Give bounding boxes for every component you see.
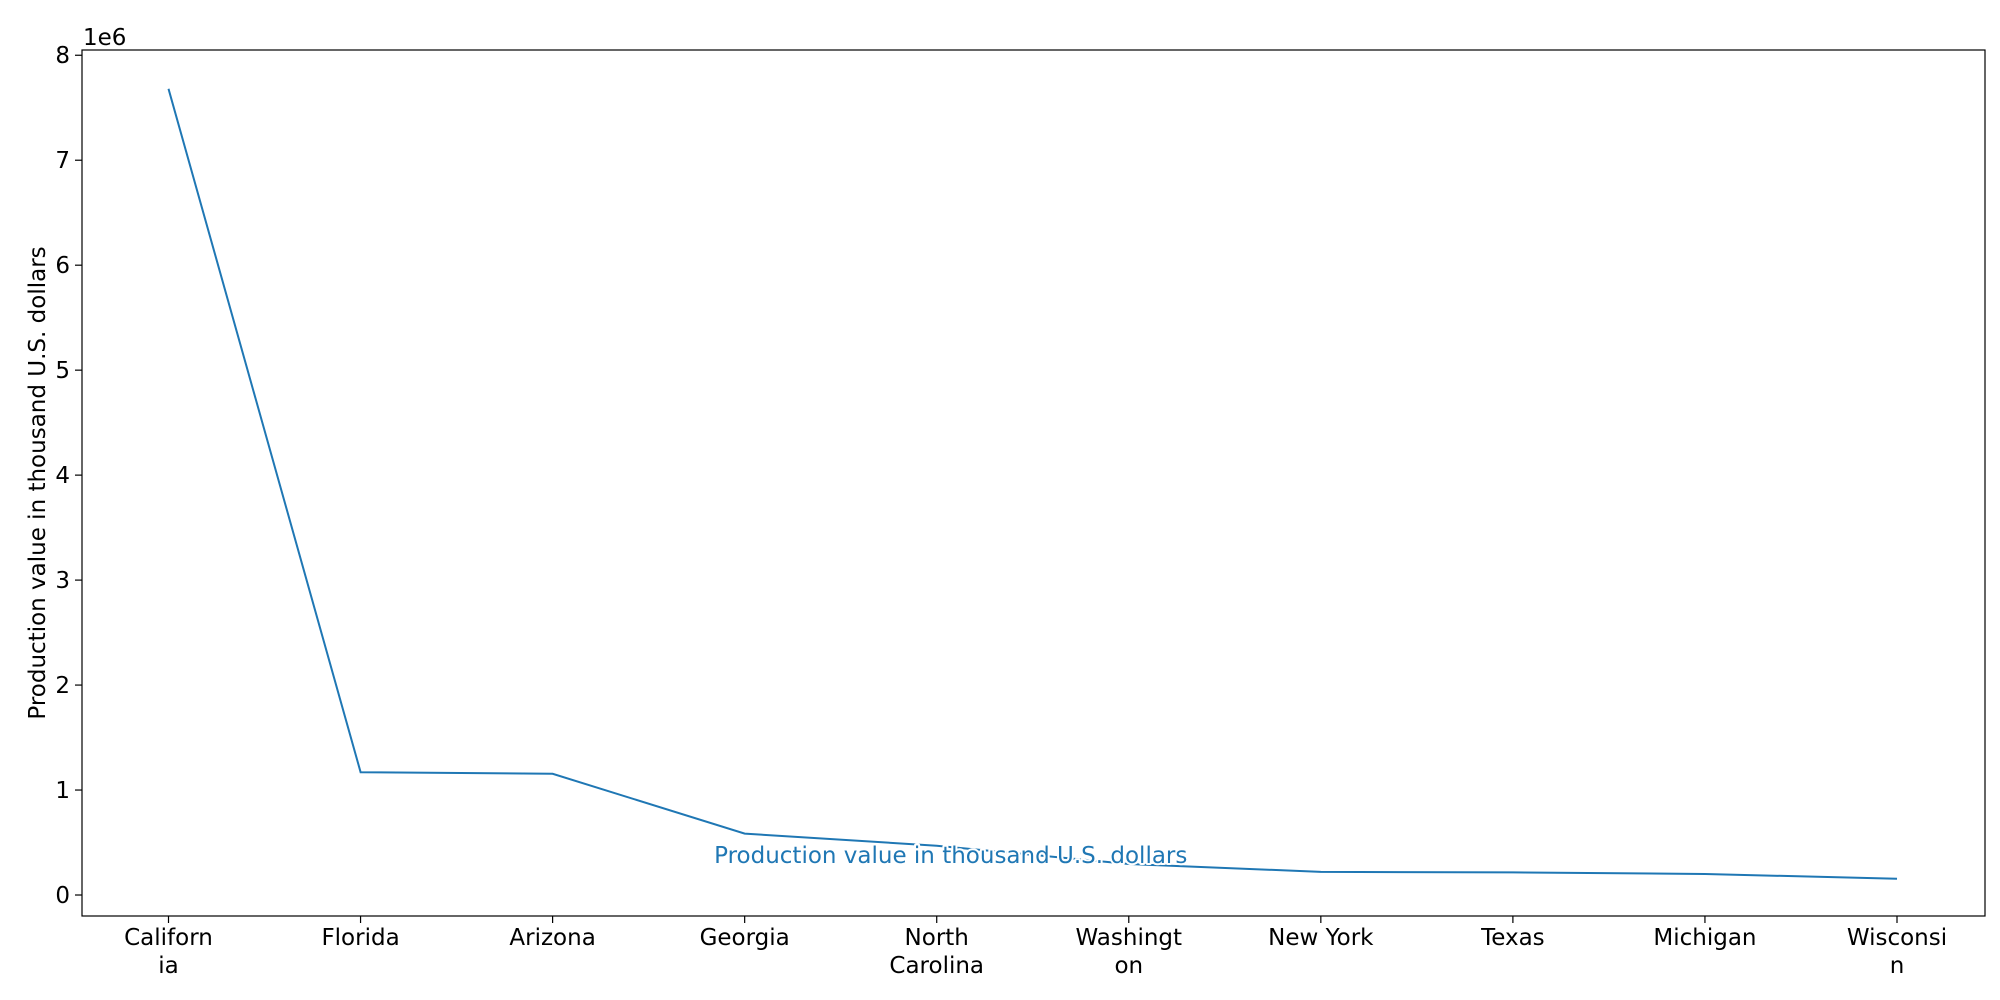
- x-tick-label: Washingt on: [1076, 925, 1183, 979]
- x-tick-label-line: Washingt: [1076, 925, 1183, 951]
- x-tick-label-line: on: [1114, 953, 1143, 979]
- x-tick-label-line: Michigan: [1653, 925, 1756, 951]
- x-tick-label-line: Texas: [1480, 925, 1545, 951]
- plot-frame: [81, 49, 1986, 917]
- series-group: Production value in thousand U.S. dollar…: [167, 88, 1898, 880]
- x-tick-label: Texas: [1480, 925, 1545, 951]
- series-label: Production value in thousand U.S. dollar…: [714, 843, 1187, 869]
- x-tick-label: New York: [1268, 925, 1374, 951]
- x-axis-ticks: Californ ia Florida Arizona Georgia North Caro…: [124, 916, 1947, 979]
- series-line: [167, 88, 1898, 880]
- x-tick-label-line: Carolina: [889, 953, 984, 979]
- x-tick-label: Arizona: [509, 925, 595, 951]
- x-tick-label: Florida: [321, 925, 399, 951]
- y-tick-label: 3: [55, 568, 70, 594]
- y-tick-label: 0: [55, 883, 70, 909]
- y-tick-label: 2: [55, 673, 70, 699]
- x-tick-label-line: Californ: [124, 925, 213, 951]
- x-tick-label: Georgia: [700, 925, 790, 951]
- y-tick-label: 6: [55, 253, 70, 279]
- x-tick-label-line: Wisconsi: [1847, 925, 1947, 951]
- x-tick-label: Wisconsi n: [1847, 925, 1947, 979]
- x-tick-label: Californ ia: [124, 925, 213, 979]
- y-tick-label: 5: [55, 358, 70, 384]
- x-tick-label-line: New York: [1268, 925, 1374, 951]
- x-tick-label-line: Georgia: [700, 925, 790, 951]
- y-axis-ticks: 0 1 2 3 4 5 6 7 8: [55, 43, 82, 909]
- y-tick-label: 4: [55, 463, 70, 489]
- y-tick-label: 7: [55, 148, 70, 174]
- x-tick-label-line: North: [905, 925, 969, 951]
- y-offset-label: 1e6: [83, 25, 126, 51]
- x-tick-label-line: Florida: [321, 925, 399, 951]
- x-tick-label-line: Arizona: [509, 925, 595, 951]
- y-tick-label: 1: [55, 778, 70, 804]
- y-axis-title: Production value in thousand U.S. dollar…: [25, 246, 51, 719]
- y-tick-label: 8: [55, 43, 70, 69]
- x-tick-label: North Carolina: [889, 925, 984, 979]
- x-tick-label-line: n: [1890, 953, 1905, 979]
- x-tick-label-line: ia: [158, 953, 178, 979]
- x-tick-label: Michigan: [1653, 925, 1756, 951]
